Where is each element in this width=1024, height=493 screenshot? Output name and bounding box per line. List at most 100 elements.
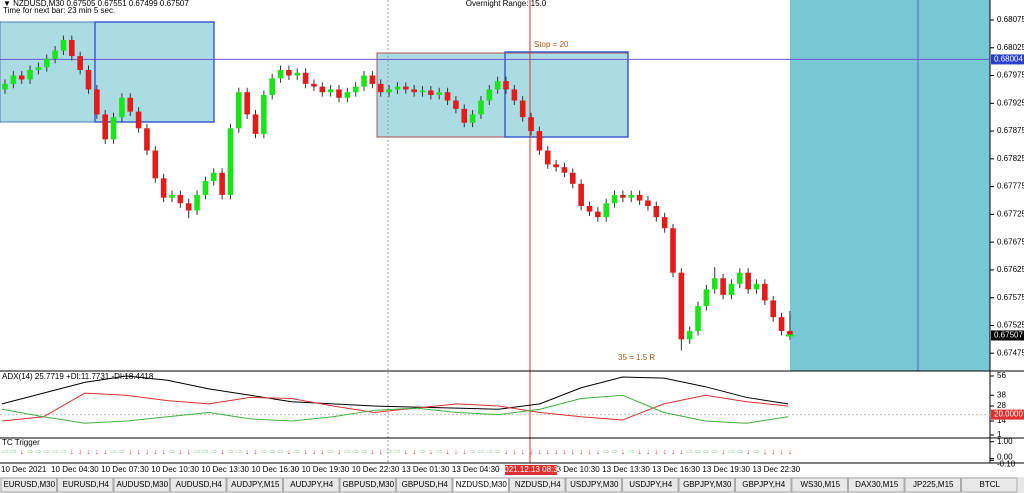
tab-label[interactable]: NZDUSD,H4 [515,480,561,489]
tab[interactable] [791,477,848,493]
tab-label[interactable]: AUDJPY,M15 [231,480,280,489]
tab[interactable] [170,477,227,493]
y-tick-label: 0.67775 [997,182,1024,191]
tab-label[interactable]: NZDUSD,M30 [456,480,508,489]
trigger-arrow: ⇨ [344,447,351,456]
tab[interactable] [678,477,735,493]
candle-body [160,178,167,198]
y-tick-label: 56 [997,371,1006,380]
candle-body [653,206,660,218]
candle-body [503,81,509,90]
tab[interactable] [735,477,792,493]
tab[interactable] [0,477,57,493]
candle-body [52,50,58,59]
chart-title: Overnight Range: 15.0 [466,0,547,8]
trigger-arrow: ↓ [579,447,583,456]
trigger-arrow: ⇨ [703,447,710,456]
trigger-arrow: ⇨ [711,447,718,456]
trigger-arrow: ⇨ [119,447,126,456]
indicator-title: TC Trigger [2,438,40,447]
tab-label[interactable]: AUDUSD,M30 [116,480,168,489]
tab-label[interactable]: USDJPY,H4 [629,480,673,489]
tab[interactable] [113,477,170,493]
candle-body [85,69,92,90]
cursor-time-bg [505,465,557,475]
tab-label[interactable]: EURUSD,H4 [63,480,110,489]
candle-body [553,164,559,168]
candle-body [344,92,351,98]
candle-body [152,150,159,179]
candle-body [528,117,534,132]
trigger-arrow: ↓ [153,447,157,456]
candle-body [628,194,635,198]
candle-body [394,86,401,90]
tab[interactable] [396,477,453,493]
tab[interactable] [509,477,566,493]
trigger-arrow: ↓ [370,447,374,456]
price-tag [991,330,1024,341]
tab-label[interactable]: BTCL [980,480,1001,489]
trigger-arrow: ↓ [287,447,291,456]
tab[interactable] [226,477,283,493]
trigger-arrow: ⇨ [352,447,359,456]
trigger-arrow: ↓ [220,447,224,456]
tab-label[interactable]: GBPJPY,H4 [742,480,786,489]
y-tick-label: 28 [997,401,1006,410]
candle-body [695,306,701,332]
x-tick-label: 13 Dec 10:30 [552,465,600,474]
trigger-arrow: ↓ [70,447,74,456]
trigger-arrow: ↓ [654,447,658,456]
tab[interactable] [848,477,905,493]
trigger-arrow: ⇨ [27,447,34,456]
tab-label[interactable]: AUDJPY,H4 [290,480,334,489]
candle-body [43,58,50,68]
trigger-arrow: ↓ [780,447,784,456]
tab-label[interactable]: GBPUSD,H4 [402,480,449,489]
candle-body [369,75,376,84]
trigger-arrow: ↓ [562,447,566,456]
tab-label[interactable]: AUDUSD,H4 [176,480,223,489]
tab[interactable] [961,477,1018,493]
indicator-line [1,394,789,424]
trigger-arrow: ↓ [337,447,341,456]
candle-body [35,67,42,70]
trigger-arrow: ↓ [529,447,533,456]
tab-label[interactable]: USDJPY,M30 [570,480,619,489]
x-tick-label: 10 Dec 19:30 [302,465,350,474]
candle-body [352,86,359,93]
candle-body [544,150,551,165]
tab-label[interactable]: JP225,M15 [913,480,954,489]
tab-label[interactable]: WS30,M15 [800,480,840,489]
tab[interactable] [339,477,396,493]
candle-body [686,331,693,340]
trigger-arrow: ↓ [254,447,258,456]
trigger-arrow: ⇨ [235,447,242,456]
trigger-arrow: ⇨ [110,447,117,456]
y-tick-label: 0.67875 [997,126,1024,135]
y-tick-label: 0.68075 [997,15,1024,24]
candle-body [737,272,743,284]
tab[interactable] [57,477,114,493]
tab[interactable] [622,477,679,493]
tab-label[interactable]: EURUSD,M30 [3,480,55,489]
trigger-arrow: ↓ [788,447,792,456]
price-tag-label: 0.67507 [994,331,1023,340]
tab-label[interactable]: GBPJPY,M30 [683,480,732,489]
candle-body [678,272,685,340]
tab-label[interactable]: GBPUSD,M30 [342,480,394,489]
candle-body [169,194,175,198]
candle-body [511,89,518,101]
tab[interactable] [565,477,622,493]
zone-box [376,52,629,138]
candle-body [269,78,275,95]
y-tick-label: 0.67475 [997,348,1024,357]
candle-body [2,83,8,90]
trigger-arrow: ⇨ [386,447,393,456]
tab[interactable] [283,477,340,493]
tab[interactable] [452,477,509,493]
tab-label[interactable]: DAX30,M15 [855,480,899,489]
x-tick-label: 13 Dec 16:30 [652,465,700,474]
candle-body [135,111,142,129]
tab[interactable] [904,477,961,493]
trigger-arrow: ⇨ [494,447,501,456]
